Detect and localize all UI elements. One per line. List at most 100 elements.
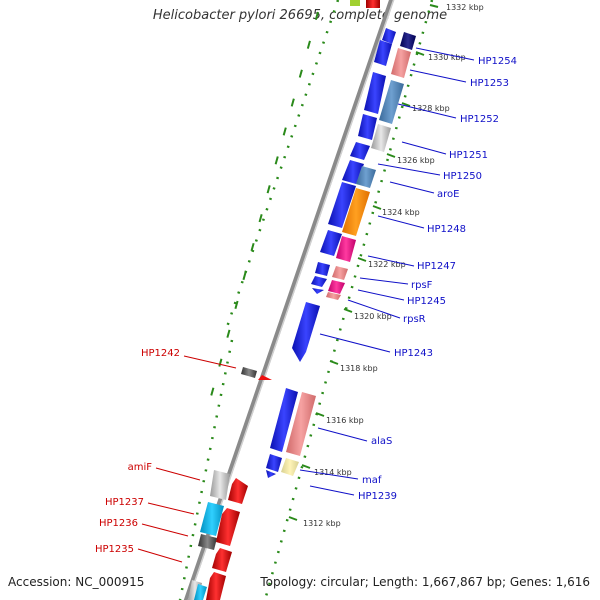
label-leader xyxy=(367,255,415,267)
gene-label-hp1247[interactable]: HP1247 xyxy=(417,261,456,272)
gene-label-hp1239[interactable]: HP1239 xyxy=(358,491,397,502)
gene-arrow xyxy=(320,230,342,256)
category-block xyxy=(326,292,341,300)
tick-label: 1320 kbp xyxy=(354,312,392,321)
tick-label: 1326 kbp xyxy=(397,156,435,165)
gene-label-hp1245[interactable]: HP1245 xyxy=(407,296,446,307)
gene-label-hp1251[interactable]: HP1251 xyxy=(449,150,488,161)
reverse-ruler-line-lower xyxy=(178,339,234,600)
gene-arrow xyxy=(216,508,240,546)
gene-arrow xyxy=(358,114,377,140)
label-leader xyxy=(389,181,435,194)
gene-arrow xyxy=(312,288,324,294)
category-block xyxy=(379,80,404,124)
category-block xyxy=(286,392,316,456)
gene-label-hp1253[interactable]: HP1253 xyxy=(470,78,509,89)
tick-mark xyxy=(401,102,411,107)
gene-label-hp1252[interactable]: HP1252 xyxy=(460,114,499,125)
category-block xyxy=(400,32,416,50)
forward-gene-labels: HP1254 HP1253 HP1252 HP1251 HP1250 aroE … xyxy=(299,47,517,502)
tick-mark xyxy=(315,412,325,417)
tick-mark xyxy=(343,308,353,313)
category-block xyxy=(356,166,376,188)
tick-label: 1332 kbp xyxy=(446,3,484,12)
gene-label-rpsf[interactable]: rpsF xyxy=(411,280,433,291)
gene-label-hp1237[interactable]: HP1237 xyxy=(105,497,144,508)
forward-strand-categories xyxy=(281,32,416,476)
gene-arrow xyxy=(206,572,226,600)
tick-mark xyxy=(329,360,339,365)
gene-label-rpsr[interactable]: rpsR xyxy=(403,314,426,325)
label-leader xyxy=(141,523,189,537)
gene-label-hp1254[interactable]: HP1254 xyxy=(478,56,517,67)
gene-block-partial xyxy=(350,0,360,6)
genome-stats-text: Topology: circular; Length: 1,667,867 bp… xyxy=(260,575,590,589)
gene-arrow xyxy=(292,302,320,362)
ruler-ticks-outer xyxy=(209,11,319,401)
gene-arrow xyxy=(328,182,356,228)
tick-label: 1314 kbp xyxy=(314,468,352,477)
gene-arrow xyxy=(258,375,272,380)
gene-arrow xyxy=(342,160,364,184)
label-leader xyxy=(415,47,475,61)
gene-arrow xyxy=(350,142,370,160)
accession-text: Accession: NC_000915 xyxy=(8,575,145,589)
gene-arrow xyxy=(315,262,330,276)
tick-label: 1330 kbp xyxy=(428,53,466,62)
tick-mark xyxy=(415,51,425,56)
label-leader xyxy=(401,141,447,155)
tick-mark xyxy=(288,516,298,521)
label-leader xyxy=(347,299,401,319)
gene-label-aroe[interactable]: aroE xyxy=(437,189,459,200)
tick-mark xyxy=(357,257,367,262)
gene-label-hp1248[interactable]: HP1248 xyxy=(427,224,466,235)
gene-label-amif[interactable]: amiF xyxy=(128,462,153,473)
gene-block-partial xyxy=(366,0,380,8)
tick-mark xyxy=(429,4,439,8)
label-leader xyxy=(357,289,405,301)
gene-arrow xyxy=(270,388,298,452)
tick-mark xyxy=(386,153,396,158)
gene-label-hp1236[interactable]: HP1236 xyxy=(99,518,138,529)
tick-label: 1322 kbp xyxy=(368,260,406,269)
category-block xyxy=(194,584,207,600)
category-block xyxy=(200,502,224,536)
tick-label: 1316 kbp xyxy=(326,416,364,425)
category-block xyxy=(332,266,348,280)
forward-strand-arrows xyxy=(266,28,396,478)
tick-mark xyxy=(301,464,311,469)
label-leader xyxy=(137,548,183,563)
gene-label-hp1250[interactable]: HP1250 xyxy=(443,171,482,182)
category-block xyxy=(391,48,411,78)
category-block xyxy=(336,236,356,262)
gene-arrow xyxy=(374,40,392,66)
label-leader xyxy=(377,215,425,229)
gene-arrow xyxy=(266,470,276,478)
reverse-strand-features xyxy=(188,367,272,600)
gene-label-alas[interactable]: alaS xyxy=(371,436,392,447)
category-block xyxy=(342,188,370,236)
gene-label-hp1243[interactable]: HP1243 xyxy=(394,348,433,359)
tick-label: 1312 kbp xyxy=(303,519,341,528)
label-leader xyxy=(319,333,391,353)
label-leader xyxy=(397,103,457,119)
gene-arrow xyxy=(382,28,396,44)
category-block xyxy=(371,124,391,152)
scale-ticks: 1332 kbp 1330 kbp 1328 kbp 1326 kbp 1324… xyxy=(288,3,484,528)
reverse-gene-labels: HP1242 amiF HP1237 HP1236 HP1235 xyxy=(95,348,237,563)
gene-label-hp1235[interactable]: HP1235 xyxy=(95,544,134,555)
tick-label: 1328 kbp xyxy=(412,104,450,113)
map-title: Helicobacter pylori 26695, complete geno… xyxy=(152,8,448,23)
label-leader xyxy=(409,69,467,83)
gene-label-maf[interactable]: maf xyxy=(362,475,382,486)
gene-arrow xyxy=(364,72,386,114)
label-leader xyxy=(309,485,355,496)
category-block xyxy=(198,534,217,550)
label-leader xyxy=(155,467,201,481)
label-leader xyxy=(183,355,237,369)
gene-label-hp1242[interactable]: HP1242 xyxy=(141,348,180,359)
tick-mark xyxy=(372,205,382,210)
gene-arrow xyxy=(266,454,282,472)
gene-arrow xyxy=(212,548,232,572)
